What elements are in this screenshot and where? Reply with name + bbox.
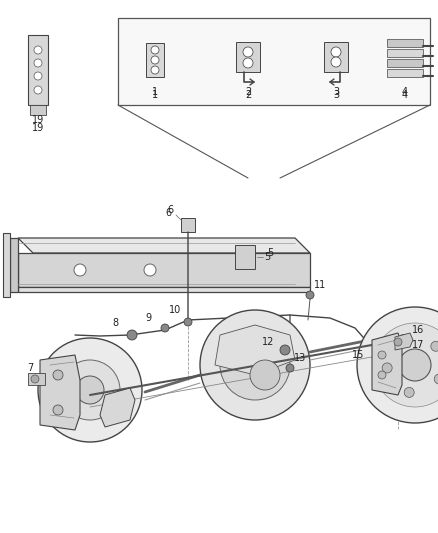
Text: 4: 4 (402, 90, 408, 100)
Circle shape (331, 47, 341, 57)
Circle shape (53, 405, 63, 415)
Circle shape (151, 56, 159, 64)
Circle shape (357, 307, 438, 423)
Polygon shape (215, 325, 295, 375)
Circle shape (74, 264, 86, 276)
Text: 10: 10 (169, 305, 181, 315)
Text: 16: 16 (412, 325, 424, 335)
Circle shape (394, 338, 402, 346)
Polygon shape (118, 18, 430, 105)
Text: 13: 13 (294, 353, 306, 363)
Circle shape (151, 46, 159, 54)
Polygon shape (18, 238, 310, 253)
Polygon shape (40, 355, 80, 430)
Circle shape (184, 318, 192, 326)
Text: 2: 2 (245, 87, 251, 97)
Text: 3: 3 (333, 90, 339, 100)
Circle shape (220, 330, 290, 400)
Circle shape (434, 374, 438, 384)
Polygon shape (3, 233, 10, 297)
Circle shape (431, 341, 438, 351)
Circle shape (76, 376, 104, 404)
Polygon shape (100, 388, 135, 427)
Circle shape (53, 370, 63, 380)
Circle shape (200, 310, 310, 420)
Polygon shape (387, 69, 423, 77)
Circle shape (331, 57, 341, 67)
Polygon shape (181, 218, 195, 232)
Text: 7: 7 (27, 363, 33, 373)
Polygon shape (236, 42, 260, 72)
Text: 11: 11 (314, 280, 326, 290)
Text: 15: 15 (352, 350, 364, 360)
Text: 8: 8 (112, 318, 118, 328)
Text: 6: 6 (165, 208, 171, 218)
Circle shape (151, 66, 159, 74)
Circle shape (373, 323, 438, 407)
Circle shape (404, 387, 414, 398)
Polygon shape (146, 43, 164, 77)
Circle shape (243, 58, 253, 68)
Circle shape (399, 349, 431, 381)
Circle shape (34, 46, 42, 54)
Polygon shape (28, 35, 48, 105)
Circle shape (161, 324, 169, 332)
Polygon shape (387, 59, 423, 67)
Text: 6: 6 (167, 205, 173, 215)
Circle shape (382, 363, 392, 373)
Text: 5: 5 (264, 252, 270, 262)
Polygon shape (387, 39, 423, 47)
Polygon shape (372, 333, 402, 395)
Text: 9: 9 (145, 313, 151, 323)
Circle shape (306, 291, 314, 299)
Text: 12: 12 (262, 337, 274, 347)
Text: 1: 1 (152, 90, 158, 100)
Polygon shape (18, 253, 310, 287)
Circle shape (280, 345, 290, 355)
Circle shape (243, 47, 253, 57)
Text: 1: 1 (152, 87, 158, 97)
Polygon shape (395, 333, 413, 350)
Circle shape (34, 86, 42, 94)
Polygon shape (30, 105, 46, 115)
Polygon shape (10, 238, 18, 292)
Polygon shape (324, 42, 348, 72)
Polygon shape (387, 49, 423, 57)
Text: 5: 5 (267, 248, 273, 258)
Text: 4: 4 (402, 87, 408, 97)
Circle shape (60, 360, 120, 420)
Circle shape (286, 364, 294, 372)
Text: 2: 2 (245, 90, 251, 100)
Circle shape (399, 334, 409, 344)
Circle shape (34, 72, 42, 80)
Text: 17: 17 (412, 340, 424, 350)
Circle shape (127, 330, 137, 340)
Text: 19: 19 (32, 123, 44, 133)
Circle shape (34, 59, 42, 67)
Text: 19: 19 (32, 115, 44, 125)
Circle shape (250, 360, 280, 390)
Circle shape (378, 351, 386, 359)
Circle shape (31, 375, 39, 383)
Polygon shape (28, 373, 45, 385)
Polygon shape (18, 287, 310, 292)
Circle shape (144, 264, 156, 276)
Polygon shape (235, 245, 255, 269)
Text: 3: 3 (333, 87, 339, 97)
Circle shape (38, 338, 142, 442)
Circle shape (378, 371, 386, 379)
